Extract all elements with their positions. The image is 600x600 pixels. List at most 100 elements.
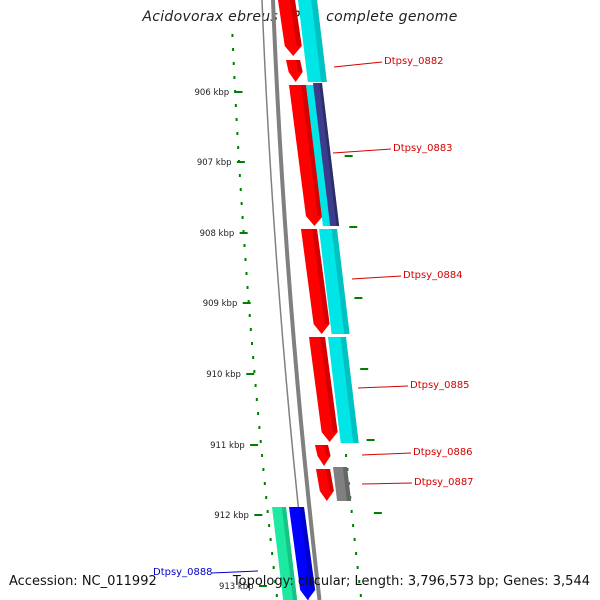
scale-dot-inner <box>238 174 241 177</box>
scale-dot-inner <box>250 342 253 345</box>
scale-dot-inner <box>233 76 236 79</box>
gene-label-dtpsy_0888: Dtpsy_0888 <box>153 567 213 578</box>
scale-dot-inner <box>275 594 278 597</box>
scale-dot-outer <box>353 538 356 541</box>
cds-feature-0885 <box>309 337 338 442</box>
scale-dot-inner <box>262 468 265 471</box>
scale-dot-outer <box>355 552 358 555</box>
scale-dot-inner <box>254 384 257 387</box>
tick-mark <box>254 514 263 516</box>
cds-feature-0886-shade <box>324 445 331 456</box>
map-title: Acidovorax ebreus TPSY, complete genome <box>142 9 458 25</box>
scale-dot-inner <box>274 580 277 583</box>
scale-dot-inner <box>249 328 252 331</box>
gene-label-dtpsy_0885: Dtpsy_0885 <box>410 380 470 391</box>
genome-backbone <box>261 0 322 600</box>
tick-mark <box>250 444 259 446</box>
tick-label: 912 kbp <box>214 511 249 521</box>
tick-mark <box>239 232 248 234</box>
scale-dot-inner <box>258 426 261 429</box>
tick-mark <box>236 161 245 163</box>
cds-feature-0883-shade <box>300 85 323 216</box>
scale-dot-inner <box>263 482 266 485</box>
scale-dot-inner <box>253 370 256 373</box>
cds-reverse-1-shade <box>311 0 327 82</box>
scale-dot-inner <box>266 510 269 513</box>
scale-dot-inner <box>248 314 251 317</box>
scale-dot-inner <box>261 454 264 457</box>
scale-dot-inner <box>247 300 250 303</box>
scale-dot-inner <box>271 552 274 555</box>
cds-feature-0881-shade <box>289 0 302 46</box>
gene-features <box>272 0 359 600</box>
cds-reverse-4-shade <box>340 337 359 443</box>
scale-dot-inner <box>231 34 234 37</box>
outer-tick-mark <box>366 439 375 441</box>
scale-dot-outer <box>350 510 353 513</box>
tick-mark <box>258 585 267 587</box>
tick-label: 910 kbp <box>206 370 241 380</box>
scale-dot-inner <box>243 244 246 247</box>
scale-dot-inner <box>272 566 275 569</box>
cds-feature-0883 <box>289 85 323 226</box>
scale-dot-inner <box>232 62 235 65</box>
scale-dot-inner <box>255 398 258 401</box>
label-leader-line <box>332 148 392 154</box>
tick-label: 911 kbp <box>210 441 245 451</box>
scale-dot-inner <box>237 146 240 149</box>
tick-mark <box>246 373 255 375</box>
gene-label-dtpsy_0884: Dtpsy_0884 <box>403 270 463 281</box>
label-leader-line <box>361 452 412 456</box>
gene-label-dtpsy_0882: Dtpsy_0882 <box>384 56 444 67</box>
cds-blue-feature <box>289 507 316 600</box>
label-leader-line <box>333 61 383 68</box>
backbone-outer-line <box>271 0 322 600</box>
scale-dot-inner <box>269 538 272 541</box>
outer-tick-mark <box>354 297 363 299</box>
scale-dot-inner <box>240 202 243 205</box>
cds-feature-0882-shade <box>295 60 303 72</box>
scale-dot-inner <box>242 230 245 233</box>
outer-tick-mark <box>360 368 369 370</box>
scale-dot-inner <box>244 258 247 261</box>
gene-label-dtpsy_0883: Dtpsy_0883 <box>393 143 453 154</box>
cds-blue-feature-shade <box>299 507 316 590</box>
backbone-inner-line <box>261 0 310 600</box>
label-leader-line <box>361 482 413 485</box>
scale-dot-inner <box>246 286 249 289</box>
gene-label-dtpsy_0886: Dtpsy_0886 <box>413 447 473 458</box>
cds-feature-0887-shade <box>325 469 334 491</box>
cds-feature-0885-shade <box>320 337 338 432</box>
outer-tick-mark <box>344 155 353 157</box>
scale-dot-inner <box>265 496 268 499</box>
scale-dot-outer <box>359 594 362 597</box>
gene-label-dtpsy_0887: Dtpsy_0887 <box>414 477 474 488</box>
tick-label: 907 kbp <box>197 158 232 168</box>
tick-label: 909 kbp <box>203 299 238 309</box>
scale-dot-inner <box>232 48 235 51</box>
topology-summary: Topology: circular; Length: 3,796,573 bp… <box>232 574 590 589</box>
label-leader-line <box>357 385 409 389</box>
scale-dot-outer <box>345 454 348 457</box>
label-leaders: Dtpsy_0882 Dtpsy_0883 Dtpsy_0884 Dtpsy_0885… <box>153 56 474 578</box>
tick-label: 913 kbp <box>219 582 254 592</box>
scale-dot-inner <box>268 524 271 527</box>
cds-reverse-3-shade <box>331 229 350 334</box>
scale-dot-inner <box>235 118 238 121</box>
tick-labels: 906 kbp 907 kbp 908 kbp 909 kbp 910 kbp 911 k… <box>195 88 267 592</box>
cds-purple-feature-shade <box>319 83 340 226</box>
scale-dot-inner <box>245 272 248 275</box>
scale-dot-inner <box>239 188 242 191</box>
scale-dot-outer <box>356 566 359 569</box>
accession-text: Accession: NC_011992 <box>9 574 157 589</box>
scale-dot-outer <box>358 580 361 583</box>
tick-label: 908 kbp <box>200 229 235 239</box>
tick-mark <box>234 91 243 93</box>
scale-dot-inner <box>241 216 244 219</box>
outer-tick-mark <box>349 226 358 228</box>
scale-dot-inner <box>257 412 260 415</box>
cds-grey-feature-shade <box>342 467 352 501</box>
label-leader-line <box>211 570 259 574</box>
